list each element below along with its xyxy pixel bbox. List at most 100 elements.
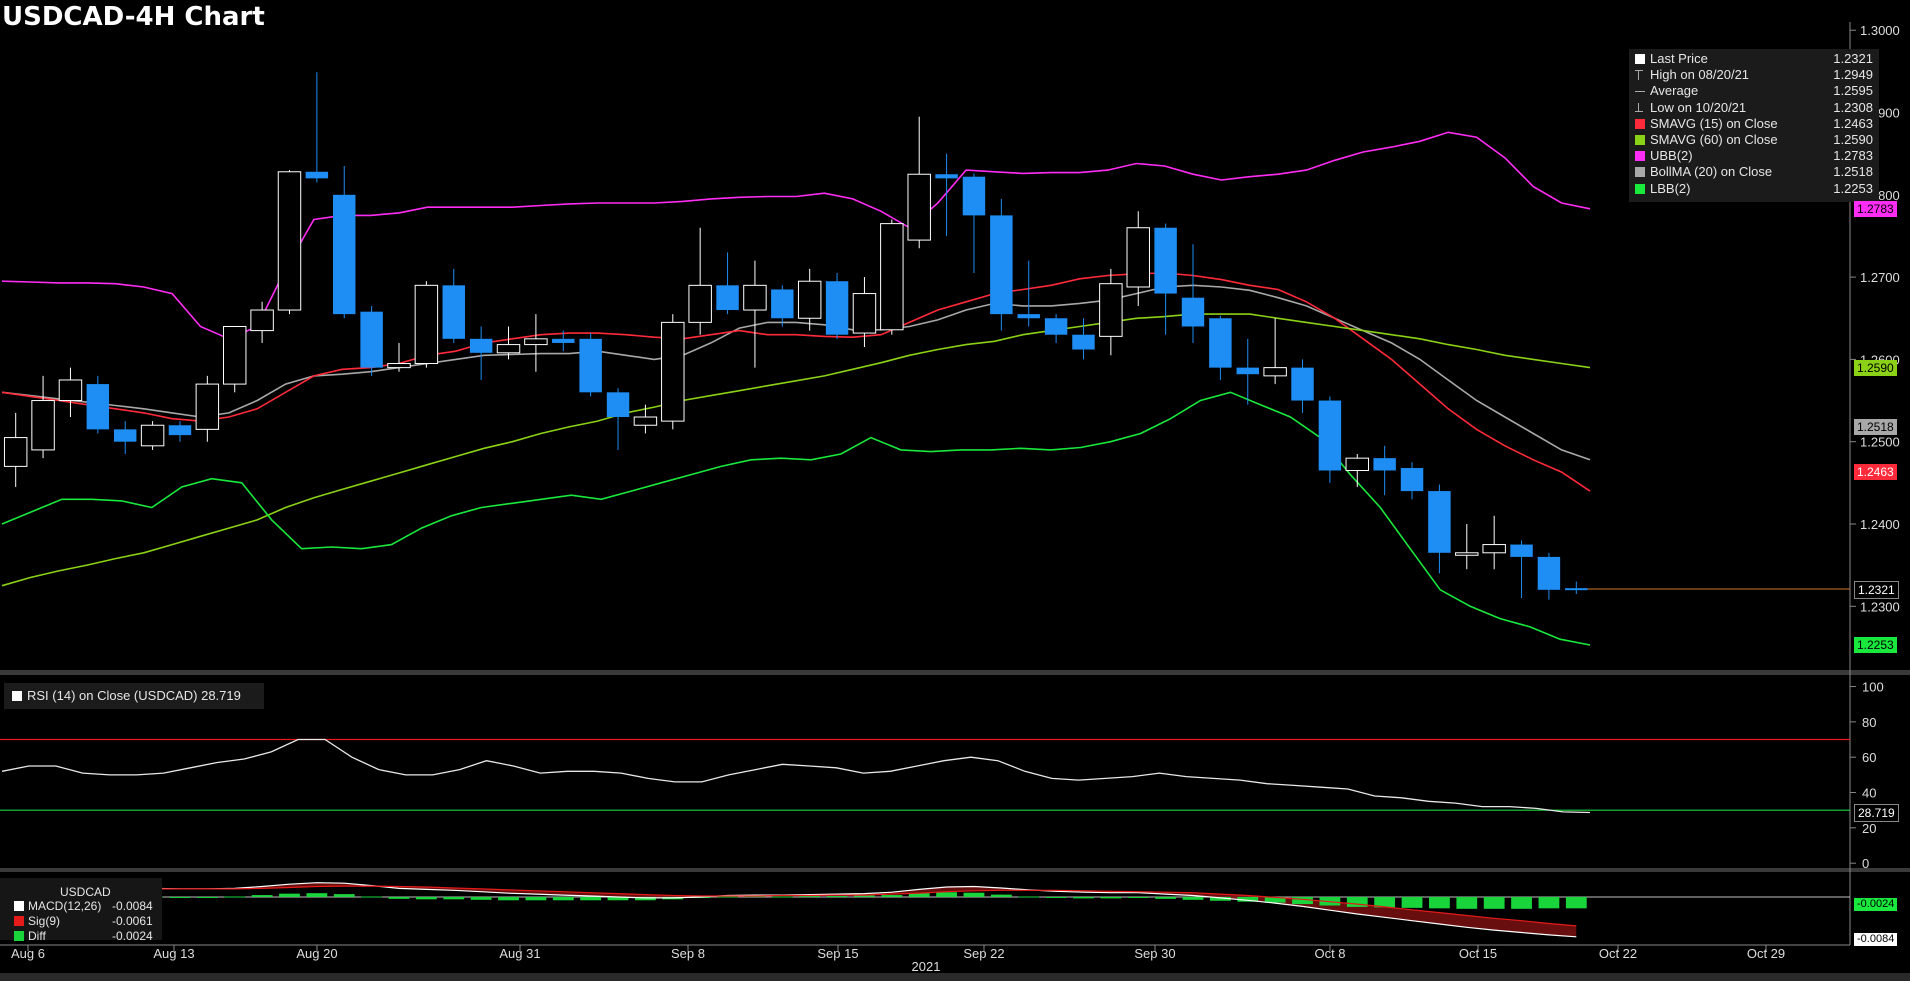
candle[interactable] [1537,552,1561,600]
candle[interactable] [1565,581,1588,594]
x-tick-label: Oct 15 [1459,946,1497,961]
candle-body-up [524,338,548,346]
chart-title: USDCAD-4H Chart [2,2,265,32]
candle[interactable] [716,252,739,315]
candle[interactable] [1455,523,1479,570]
rsi-legend-swatch [12,691,22,701]
candle[interactable] [195,375,220,442]
candle[interactable] [1482,515,1506,570]
candle[interactable] [606,388,630,450]
candle[interactable] [1318,396,1342,483]
candle[interactable] [3,412,28,487]
legend-item[interactable]: High on 08/20/21 1.2949 [1635,67,1875,83]
candle[interactable] [935,153,958,236]
candle-body-down [990,215,1013,315]
candle[interactable] [1291,359,1314,413]
candle[interactable] [907,116,931,249]
candle[interactable] [743,260,767,368]
scrollbar[interactable] [0,973,1910,981]
candle-body-up [1455,552,1479,556]
candle[interactable] [58,367,83,418]
legend-label: BollMA (20) on Close [1650,164,1773,180]
candle[interactable] [1126,211,1150,306]
legend-swatch [1635,91,1645,93]
candle-body-up [222,325,247,385]
candle[interactable] [825,272,849,339]
candle[interactable] [524,314,548,372]
candle[interactable] [333,166,356,319]
candle[interactable] [442,268,465,343]
y-tick-label: 1.2500 [1860,435,1900,450]
diff-bar [1538,896,1560,909]
signal-line [15,885,1577,927]
candle-body-down [771,289,794,319]
candle-body-down [962,176,986,216]
candle[interactable] [1428,484,1451,574]
candle[interactable] [797,268,822,331]
price-legend: Last Price 1.2321 High on 08/20/21 1.2949 Av… [1629,49,1879,202]
candle-body-up [250,309,274,332]
candle[interactable] [1154,223,1177,335]
candle[interactable] [1181,244,1205,343]
diff-bar [224,896,246,898]
candle[interactable] [1099,268,1123,356]
price-tag: 1.2590 [1854,359,1897,376]
candle[interactable] [496,326,521,360]
candle[interactable] [113,421,137,455]
diff-bar [881,895,903,897]
legend-item[interactable]: Average 1.2595 [1635,83,1875,99]
candle[interactable] [661,314,685,430]
candle[interactable] [250,301,274,343]
candle[interactable] [1017,260,1040,327]
candle[interactable] [140,421,165,450]
candle[interactable] [222,325,247,393]
x-tick-label: Sep 22 [963,946,1004,961]
candle[interactable] [305,72,329,183]
candle-body-up [743,284,767,311]
candle[interactable] [579,333,602,397]
candle[interactable] [277,170,302,315]
panel-separator[interactable] [0,670,1910,675]
candle[interactable] [852,277,877,348]
legend-item[interactable]: BollMA (20) on Close 1.2518 [1635,164,1875,180]
candle[interactable] [688,227,712,335]
candle[interactable] [168,421,192,442]
panel-separator[interactable] [0,868,1910,872]
candle[interactable] [990,198,1013,331]
candle-body-down [168,425,192,436]
candle[interactable] [1510,540,1533,599]
candle-body-up [1263,367,1287,377]
candle[interactable] [31,375,55,459]
diff-bar [251,895,273,897]
candle[interactable] [1345,454,1370,487]
candle[interactable] [469,326,493,380]
candle[interactable] [1236,338,1259,405]
candle[interactable] [880,219,904,335]
diff-bar [1237,896,1259,902]
candle[interactable] [962,173,986,273]
legend-item[interactable]: UBB(2) 1.2783 [1635,148,1875,164]
candle[interactable] [86,375,110,434]
legend-item[interactable]: LBB(2) 1.2253 [1635,181,1875,197]
macd-legend-value: -0.0024 [112,929,153,943]
candle[interactable] [552,330,575,352]
legend-item[interactable]: Last Price 1.2321 [1635,51,1875,67]
candle-body-down [1537,556,1561,590]
candle[interactable] [633,404,658,434]
candle[interactable] [771,285,794,327]
candle[interactable] [387,342,411,372]
candle[interactable] [1373,445,1396,496]
candle[interactable] [1209,315,1232,380]
legend-item[interactable]: Low on 10/20/21 1.2308 [1635,100,1875,116]
candle[interactable] [1263,318,1287,385]
candle[interactable] [1072,318,1095,360]
candle[interactable] [414,281,439,368]
candle[interactable] [1400,462,1424,500]
candle[interactable] [360,305,383,376]
series-line-2 [1,272,1591,492]
y-tick-label: 1.2300 [1860,599,1900,614]
legend-item[interactable]: SMAVG (15) on Close 1.2463 [1635,116,1875,132]
candle[interactable] [1044,314,1068,343]
legend-item[interactable]: SMAVG (60) on Close 1.2590 [1635,132,1875,148]
